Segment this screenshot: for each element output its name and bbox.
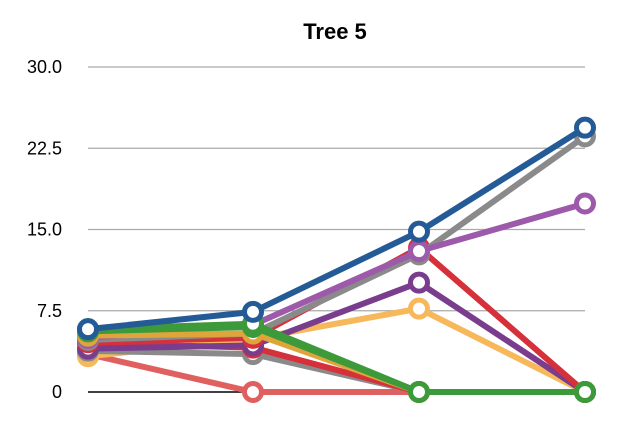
data-point: [242, 381, 264, 403]
series-line: [85, 124, 588, 333]
data-point: [574, 116, 596, 139]
y-axis-ticks: 0 7.5 15.0 22.5 30.0: [27, 57, 62, 402]
data-point: [408, 381, 430, 403]
y-tick-label: 15.0: [27, 220, 62, 240]
data-point: [408, 220, 430, 243]
series-line: [85, 133, 588, 343]
data-point: [408, 297, 430, 320]
series-group: [77, 116, 596, 403]
y-tick-label: 0: [52, 382, 62, 402]
data-point: [408, 271, 430, 294]
data-point: [77, 318, 99, 341]
series-12: [77, 116, 596, 341]
y-tick-label: 30.0: [27, 57, 62, 77]
data-point: [574, 381, 596, 403]
chart-title: Tree 5: [303, 19, 367, 44]
data-point: [242, 300, 264, 323]
series-line: [85, 320, 588, 395]
data-point: [574, 192, 596, 215]
y-tick-label: 22.5: [27, 138, 62, 158]
y-tick-label: 7.5: [37, 301, 62, 321]
series-line: [85, 279, 588, 395]
data-point: [408, 240, 430, 263]
